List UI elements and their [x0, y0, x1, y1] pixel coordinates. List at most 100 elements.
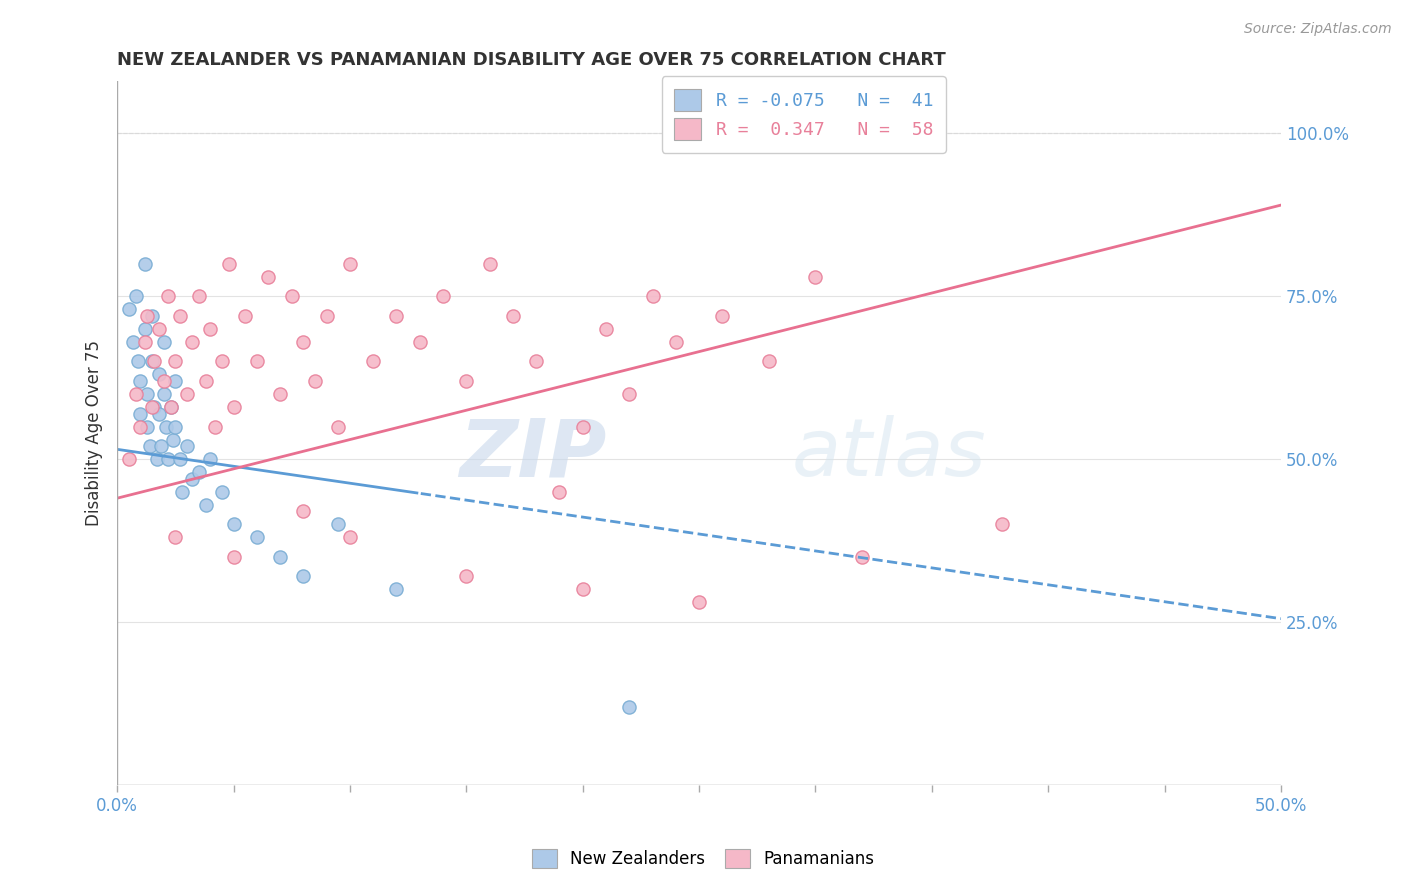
Point — [180, 334, 202, 349]
Point — [159, 400, 181, 414]
Point — [619, 699, 641, 714]
Point — [269, 549, 291, 564]
Point — [339, 530, 361, 544]
Point — [129, 407, 152, 421]
Point — [200, 452, 222, 467]
Point — [129, 374, 152, 388]
Point — [159, 400, 181, 414]
Point — [136, 387, 159, 401]
Point — [361, 354, 384, 368]
Point — [269, 387, 291, 401]
Point — [157, 289, 180, 303]
Point — [143, 354, 166, 368]
Point — [571, 582, 593, 597]
Point — [211, 354, 233, 368]
Legend: R = -0.075   N =  41, R =  0.347   N =  58: R = -0.075 N = 41, R = 0.347 N = 58 — [662, 77, 946, 153]
Point — [246, 354, 269, 368]
Point — [134, 257, 156, 271]
Point — [169, 452, 191, 467]
Point — [125, 289, 148, 303]
Point — [758, 354, 780, 368]
Point — [165, 419, 187, 434]
Text: NEW ZEALANDER VS PANAMANIAN DISABILITY AGE OVER 75 CORRELATION CHART: NEW ZEALANDER VS PANAMANIAN DISABILITY A… — [117, 51, 946, 69]
Point — [548, 484, 571, 499]
Point — [176, 439, 198, 453]
Point — [688, 595, 710, 609]
Point — [118, 302, 141, 317]
Point — [665, 334, 688, 349]
Point — [204, 419, 226, 434]
Point — [200, 322, 222, 336]
Point — [165, 530, 187, 544]
Point — [127, 354, 149, 368]
Point — [292, 504, 315, 518]
Point — [222, 549, 245, 564]
Point — [233, 309, 256, 323]
Point — [456, 569, 478, 583]
Point — [456, 374, 478, 388]
Point — [141, 354, 163, 368]
Point — [141, 309, 163, 323]
Point — [136, 419, 159, 434]
Point — [222, 400, 245, 414]
Point — [139, 439, 162, 453]
Point — [187, 465, 209, 479]
Point — [292, 569, 315, 583]
Point — [804, 269, 827, 284]
Point — [328, 517, 350, 532]
Point — [165, 354, 187, 368]
Point — [711, 309, 734, 323]
Point — [150, 439, 173, 453]
Point — [180, 472, 202, 486]
Point — [148, 368, 170, 382]
Point — [990, 517, 1012, 532]
Point — [524, 354, 547, 368]
Point — [478, 257, 501, 271]
Point — [134, 334, 156, 349]
Point — [157, 452, 180, 467]
Point — [281, 289, 304, 303]
Text: Source: ZipAtlas.com: Source: ZipAtlas.com — [1244, 22, 1392, 37]
Text: atlas: atlas — [792, 415, 987, 493]
Point — [152, 387, 174, 401]
Point — [218, 257, 240, 271]
Text: ZIP: ZIP — [458, 415, 606, 493]
Point — [172, 484, 194, 499]
Point — [292, 334, 315, 349]
Point — [619, 387, 641, 401]
Point — [211, 484, 233, 499]
Point — [145, 452, 167, 467]
Point — [571, 419, 593, 434]
Point — [222, 517, 245, 532]
Point — [118, 452, 141, 467]
Point — [155, 419, 177, 434]
Y-axis label: Disability Age Over 75: Disability Age Over 75 — [86, 340, 103, 526]
Point — [169, 309, 191, 323]
Point — [148, 322, 170, 336]
Point — [122, 334, 145, 349]
Point — [129, 419, 152, 434]
Point — [595, 322, 617, 336]
Point — [165, 374, 187, 388]
Point — [257, 269, 280, 284]
Point — [409, 334, 432, 349]
Legend: New Zealanders, Panamanians: New Zealanders, Panamanians — [524, 843, 882, 875]
Point — [194, 498, 217, 512]
Point — [134, 322, 156, 336]
Point — [162, 433, 184, 447]
Point — [187, 289, 209, 303]
Point — [432, 289, 454, 303]
Point — [851, 549, 873, 564]
Point — [339, 257, 361, 271]
Point — [641, 289, 664, 303]
Point — [148, 407, 170, 421]
Point — [502, 309, 524, 323]
Point — [194, 374, 217, 388]
Point — [152, 374, 174, 388]
Point — [246, 530, 269, 544]
Point — [328, 419, 350, 434]
Point — [141, 400, 163, 414]
Point — [385, 309, 408, 323]
Point — [125, 387, 148, 401]
Point — [304, 374, 326, 388]
